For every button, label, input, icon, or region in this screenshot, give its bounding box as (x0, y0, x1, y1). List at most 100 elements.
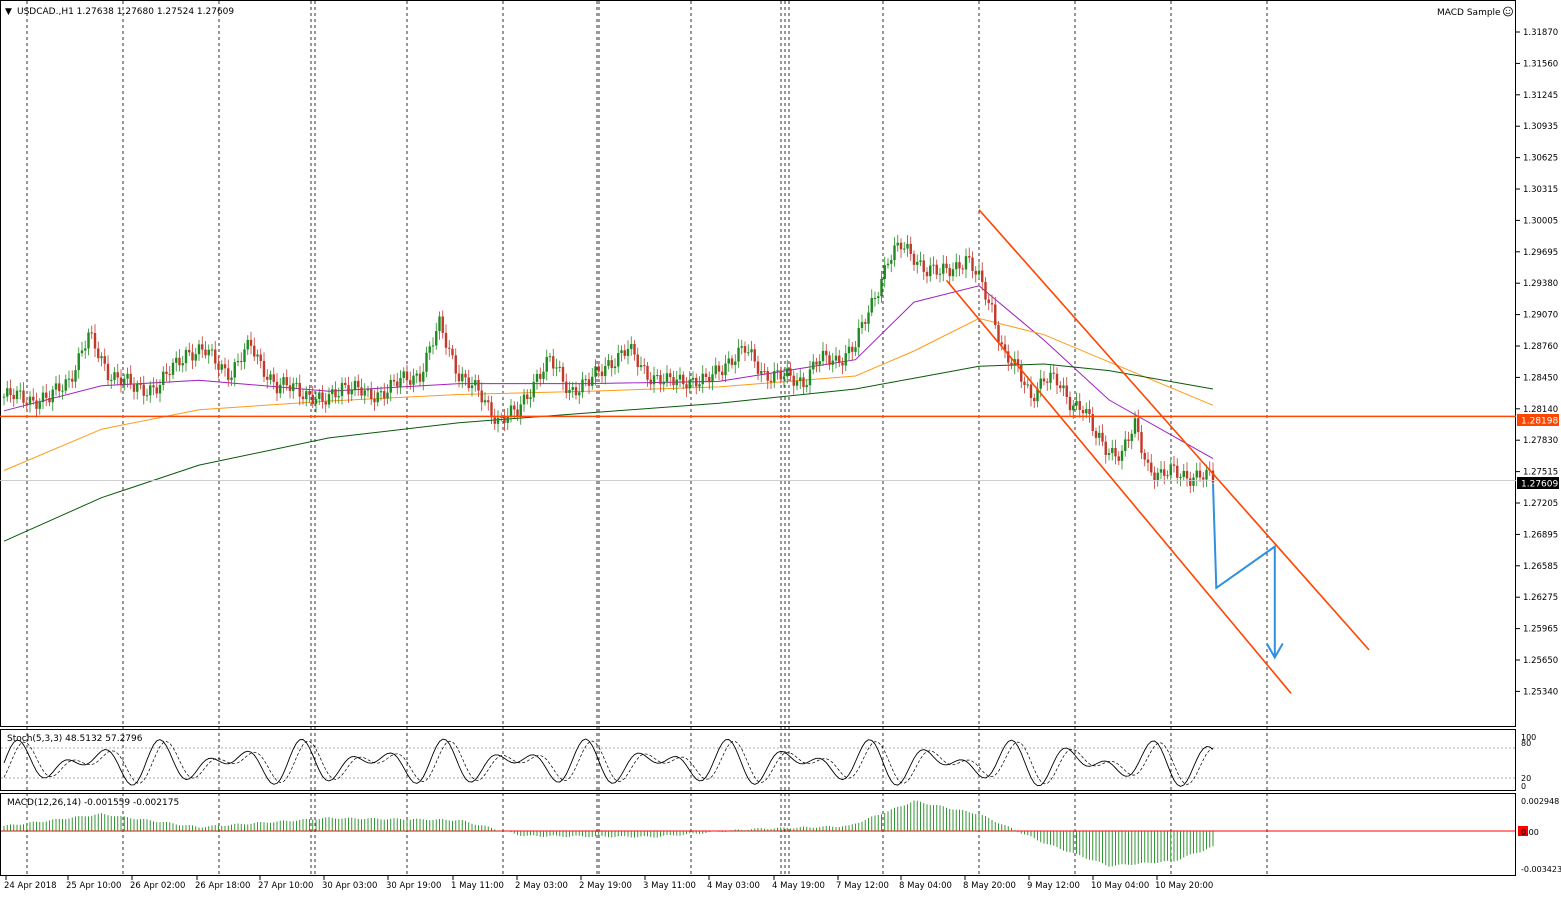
time-label: 2 May 03:00 (515, 881, 568, 891)
candle-body (1198, 470, 1202, 478)
time-label: 10 May 04:00 (1091, 881, 1149, 891)
candle-body (1185, 470, 1189, 479)
candle-body (470, 385, 474, 389)
chevron-down-icon[interactable]: ▼ (5, 7, 12, 17)
candle-body (734, 361, 737, 365)
candle-body (529, 397, 532, 400)
candle-body (1205, 469, 1208, 480)
candle-body (711, 374, 714, 383)
candle-body (318, 392, 321, 399)
candle-body (331, 389, 334, 395)
candle-body (724, 363, 727, 376)
candle-body (87, 332, 90, 349)
candle-body (392, 379, 396, 382)
candle-body (288, 385, 292, 391)
candle-body (175, 357, 178, 363)
candle-body (314, 398, 318, 404)
candle-body (792, 375, 795, 386)
candle-body (1023, 381, 1026, 385)
candle-body (269, 374, 272, 380)
candle-body (558, 366, 561, 368)
stoch-signal-line (3, 740, 1214, 785)
candle-body (1046, 381, 1049, 383)
candle-body (379, 391, 383, 393)
candle-body (886, 263, 890, 266)
candle-body (1189, 478, 1192, 486)
candle-body (210, 349, 214, 351)
candle-body (279, 384, 282, 394)
candle-body (474, 380, 477, 386)
candle-body (698, 384, 701, 387)
candle-body (461, 373, 464, 382)
candle-body (12, 394, 15, 400)
candle-body (509, 405, 513, 417)
candle-body (1098, 432, 1101, 438)
candle-body (932, 264, 935, 266)
candle-body (867, 312, 870, 324)
stoch-level-100: 100 (1521, 733, 1536, 742)
candle-body (1020, 365, 1023, 382)
candle-body (649, 379, 652, 385)
main-pane-frame (0, 0, 1516, 727)
candle-body (71, 378, 74, 382)
candle-body (623, 350, 626, 356)
candle-body (1085, 409, 1088, 414)
candle-body (1130, 433, 1133, 441)
candle-body (493, 417, 496, 424)
candle-body (38, 402, 41, 409)
candle-body (28, 396, 32, 405)
candle-body (613, 366, 617, 369)
drawing-objects[interactable] (0, 209, 1516, 694)
candle-body (207, 349, 210, 356)
candle-body (412, 375, 415, 385)
candle-body (139, 383, 142, 385)
candle-body (67, 378, 71, 380)
candle-body (1143, 452, 1146, 460)
candle-body (61, 390, 64, 392)
candle-body (903, 248, 906, 250)
candle-body (145, 395, 149, 397)
candle-body (422, 371, 425, 382)
candle-body (805, 385, 808, 388)
candle-body (844, 353, 847, 366)
candle-body (126, 373, 129, 379)
candle-body (451, 348, 454, 356)
candle-body (321, 392, 324, 402)
candle-body (240, 360, 243, 363)
candle-body (142, 384, 145, 396)
candle-body (838, 355, 841, 363)
candle-body (552, 356, 555, 369)
candle-body (769, 380, 773, 383)
ma-line (3, 363, 1214, 542)
price-label: 1.29695 (1523, 248, 1558, 258)
candle-body (1159, 469, 1163, 473)
candle-body (389, 379, 392, 393)
candle-body (1140, 432, 1143, 453)
candle-body (981, 270, 984, 282)
candle-body (539, 373, 542, 379)
smiley-icon[interactable] (1503, 6, 1513, 17)
candle-body (1068, 396, 1072, 411)
candle-body (1117, 456, 1120, 461)
candle-body (779, 370, 782, 380)
candle-body (942, 263, 945, 274)
candle-body (366, 389, 370, 391)
candle-body (58, 383, 61, 392)
candle-body (935, 264, 938, 275)
candle-body (334, 389, 337, 398)
candle-body (682, 374, 685, 385)
candle-body (1176, 465, 1179, 478)
candle-body (275, 381, 279, 394)
candle-body (1072, 405, 1075, 411)
candle-body (802, 377, 805, 388)
candle-body (110, 379, 113, 381)
candle-body (295, 382, 298, 384)
stoch-pane-frame (0, 729, 1516, 791)
candle-body (1062, 385, 1065, 389)
candle-body (324, 401, 327, 405)
candle-body (873, 298, 877, 300)
candle-body (162, 371, 165, 385)
time-label: 25 Apr 10:00 (66, 881, 121, 891)
